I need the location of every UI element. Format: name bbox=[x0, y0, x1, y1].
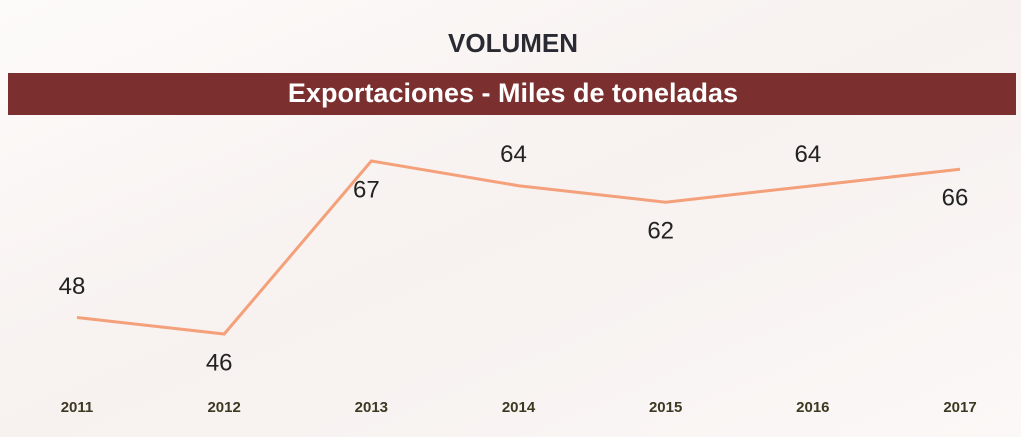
x-tick-label: 2013 bbox=[355, 399, 388, 416]
data-label: 46 bbox=[206, 349, 233, 376]
chart-title: VOLUMEN bbox=[448, 28, 578, 58]
data-label: 64 bbox=[500, 141, 527, 168]
x-tick-label: 2014 bbox=[502, 399, 536, 416]
chart-subtitle: Exportaciones - Miles de toneladas bbox=[288, 78, 738, 108]
data-label: 64 bbox=[794, 141, 821, 168]
data-label: 66 bbox=[942, 185, 969, 212]
x-tick-label: 2012 bbox=[207, 399, 240, 416]
data-label: 48 bbox=[59, 273, 86, 300]
x-tick-label: 2017 bbox=[943, 399, 976, 416]
x-tick-label: 2011 bbox=[61, 399, 94, 416]
data-label: 62 bbox=[647, 218, 674, 245]
x-tick-label: 2016 bbox=[796, 399, 829, 416]
subtitle-band bbox=[8, 73, 1016, 115]
line bbox=[76, 159, 961, 336]
x-tick-label: 2015 bbox=[649, 399, 682, 416]
data-label: 67 bbox=[353, 176, 380, 203]
